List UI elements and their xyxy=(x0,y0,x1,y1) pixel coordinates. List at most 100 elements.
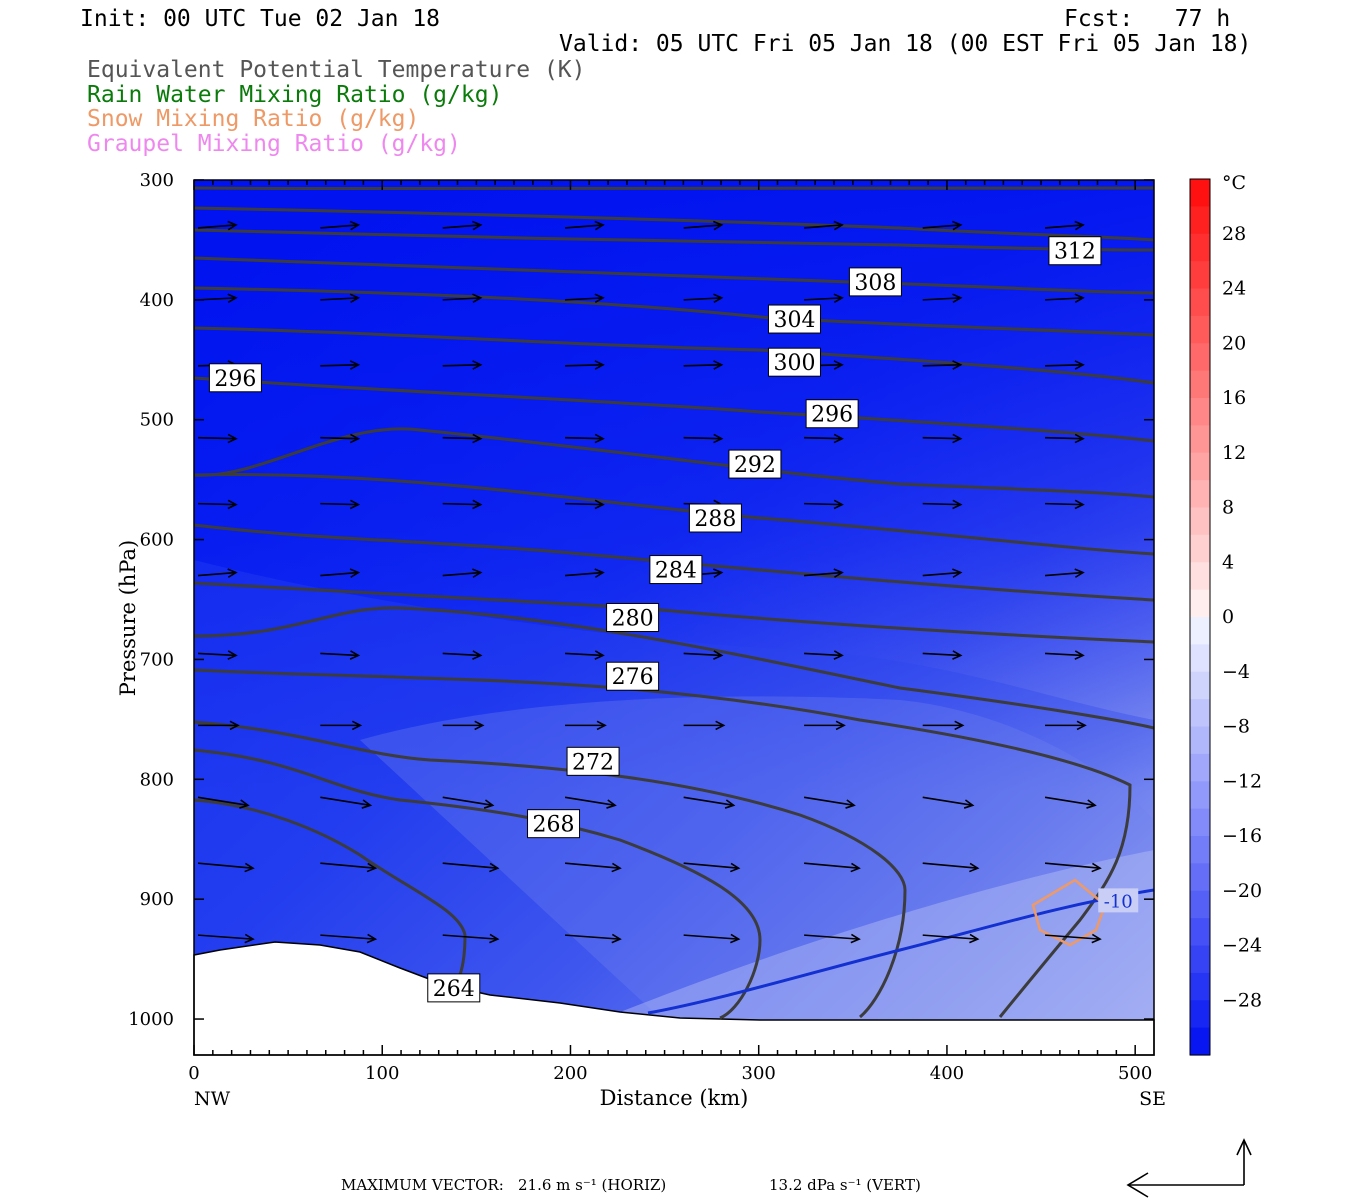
wind-vector xyxy=(442,220,483,231)
theta-e-label-text: 300 xyxy=(773,351,815,376)
x-tick-label: 400 xyxy=(930,1063,964,1084)
wind-vector xyxy=(922,650,963,660)
colorbar-swatch xyxy=(1190,1027,1210,1056)
wind-vector xyxy=(922,862,980,873)
theta-e-label-box xyxy=(566,746,620,776)
theta-e-label-box xyxy=(649,555,703,585)
wind-vector xyxy=(1045,933,1102,944)
wind-vector xyxy=(565,433,605,444)
colorbar-tick-label: −20 xyxy=(1222,880,1262,902)
colorbar-swatch xyxy=(1190,315,1210,344)
y-tick-label: 400 xyxy=(140,290,174,311)
theta-e-label-box xyxy=(1048,236,1102,266)
axis-tick-labels: 0 100 200 300 400 500 300 400 500 600 700 800 900 100… xyxy=(128,170,1152,1084)
wind-vector xyxy=(442,360,483,370)
y-tick-label: 300 xyxy=(140,170,174,191)
wind-vector xyxy=(683,796,736,809)
colorbar-tick-label: −28 xyxy=(1222,989,1262,1011)
wind-vector xyxy=(442,293,483,304)
valid-time: Valid: 05 UTC Fri 05 Jan 18 (00 EST Fri … xyxy=(559,31,1252,57)
theta-e-label: 280 xyxy=(606,603,660,632)
isotherm-minus-10 xyxy=(647,888,1154,1015)
reference-vector xyxy=(1126,1138,1252,1198)
wind-vector xyxy=(197,293,238,304)
theta-e-label: 268 xyxy=(527,809,581,839)
init-time: Init: 00 UTC Tue 02 Jan 18 xyxy=(80,6,441,32)
wind-vector xyxy=(197,933,255,944)
colorbar-swatch xyxy=(1190,972,1210,1001)
wind-vector xyxy=(320,220,361,231)
theta-e-label-text: 312 xyxy=(1054,240,1096,265)
theta-e-label-box xyxy=(805,399,859,429)
wind-vector xyxy=(1044,220,1085,231)
theta-e-label-box xyxy=(767,304,821,334)
colorbar-swatch xyxy=(1190,398,1210,426)
theta-e-label: 292 xyxy=(728,449,782,479)
y-tick-label: 800 xyxy=(140,769,174,790)
wind-vector xyxy=(922,499,963,510)
colorbar-swatch xyxy=(1190,562,1210,591)
wind-vector xyxy=(442,862,500,873)
wind-vector xyxy=(442,568,483,578)
colorbar-swatch xyxy=(1190,808,1210,837)
theta-e-label: 276 xyxy=(606,661,660,691)
wind-vector xyxy=(1044,796,1097,809)
theta-e-label: 284 xyxy=(649,555,703,585)
colorbar-swatch xyxy=(1190,726,1210,755)
colorbar-swatch xyxy=(1190,945,1210,974)
colorbar-swatch xyxy=(1190,781,1210,810)
x-tick-label: 200 xyxy=(553,1063,587,1084)
x-axis-right-end: SE xyxy=(1139,1088,1166,1110)
wind-vector xyxy=(922,933,980,944)
wind-vector xyxy=(804,862,861,873)
colorbar-swatch xyxy=(1190,206,1210,235)
x-tick-label: 500 xyxy=(1118,1063,1152,1084)
wind-vector xyxy=(922,360,963,370)
colorbar-swatch xyxy=(1190,918,1210,947)
wind-vector xyxy=(320,360,361,370)
wind-vector xyxy=(1045,360,1085,370)
colorbar-tick-label: 4 xyxy=(1222,551,1234,573)
wind-vector xyxy=(1045,650,1085,660)
wind-vector xyxy=(442,499,483,510)
theta-e-label: 296 xyxy=(805,399,859,429)
wind-vector xyxy=(320,933,378,944)
theta-e-label-text: 288 xyxy=(694,507,736,532)
colorbar-tick-label: −4 xyxy=(1222,661,1250,683)
theta-e-label: 304 xyxy=(767,304,821,334)
y-tick-label: 500 xyxy=(140,410,174,431)
theta-e-label-box xyxy=(848,267,902,297)
colorbar-swatch xyxy=(1190,507,1210,536)
wind-vector xyxy=(922,568,963,578)
colorbar-tick-label: 16 xyxy=(1222,387,1246,409)
wind-vector xyxy=(683,933,741,944)
wind-vector xyxy=(565,720,607,731)
theta-e-label-text: 284 xyxy=(655,559,697,584)
wind-vector xyxy=(320,796,373,809)
wind-vector xyxy=(922,220,963,231)
colorbar-swatch xyxy=(1190,699,1210,728)
wind-vector xyxy=(564,796,617,809)
wind-vector xyxy=(320,650,361,660)
colorbar-tick-label: −8 xyxy=(1222,716,1250,738)
theta-e-contours xyxy=(194,186,1154,1020)
colorbar-swatch xyxy=(1190,370,1210,399)
isotherm-label-text: -10 xyxy=(1104,891,1133,912)
wind-vector xyxy=(197,433,238,444)
theta-e-label-box xyxy=(606,603,660,632)
wind-vector xyxy=(442,796,495,809)
theta-e-label: 272 xyxy=(566,746,620,776)
theta-e-label-box xyxy=(527,809,581,839)
colorbar-frame xyxy=(1189,178,1211,1056)
wind-vector xyxy=(565,360,605,370)
temperature-field xyxy=(194,180,1154,1055)
theta-e-label-box xyxy=(427,973,481,1003)
wind-vector xyxy=(565,499,605,510)
isotherm-label: -10 xyxy=(1098,888,1139,913)
x-axis-label: Distance (km) xyxy=(600,1086,749,1110)
y-tick-label: 700 xyxy=(140,649,174,670)
wind-vector xyxy=(198,720,240,731)
y-tick-label: 600 xyxy=(140,530,174,551)
theta-e-label-box xyxy=(728,449,782,479)
